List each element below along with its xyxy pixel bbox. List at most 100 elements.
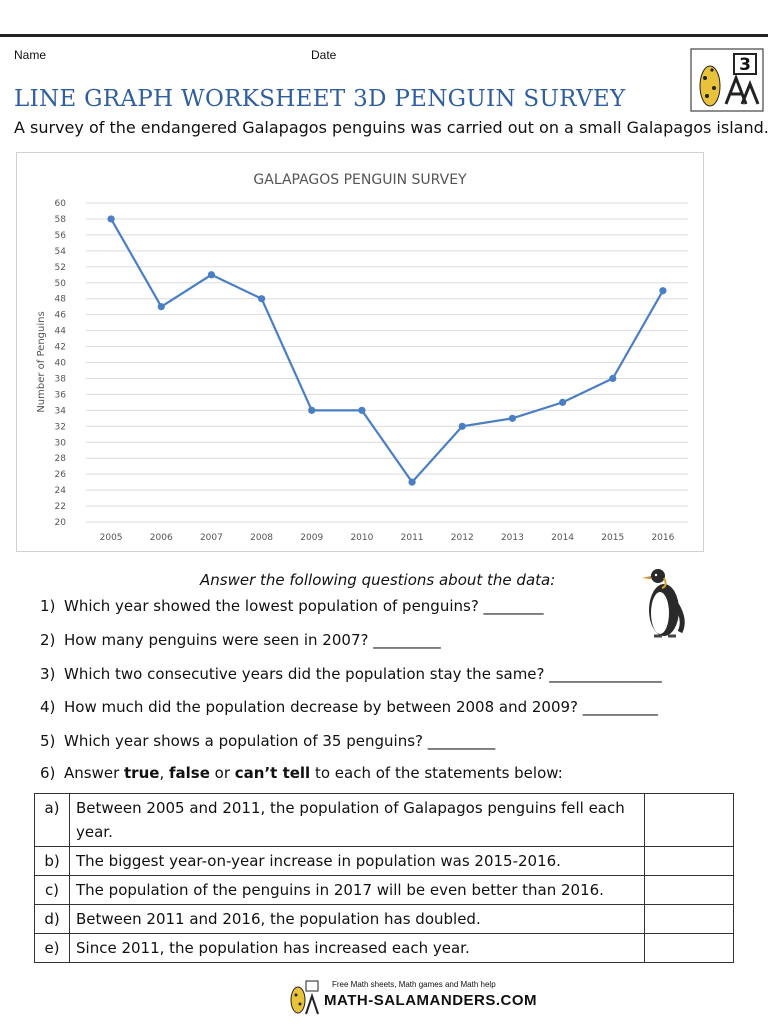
question-2: 2) How many penguins were seen in 2007? _… — [40, 631, 441, 649]
y-tick-label: 26 — [55, 470, 67, 480]
question-1-text: Which year showed the lowest population … — [64, 597, 544, 615]
data-point-2009 — [308, 406, 316, 414]
chart-frame — [16, 152, 704, 552]
data-point-2005 — [107, 215, 115, 223]
x-tick-label: 2010 — [350, 533, 373, 543]
data-point-2016 — [659, 287, 667, 295]
answer-cell[interactable] — [644, 793, 734, 847]
statement-text: The population of the penguins in 2017 w… — [69, 875, 645, 905]
question-4-text: How much did the population decrease by … — [64, 698, 658, 716]
statement-text: The biggest year-on-year increase in pop… — [69, 846, 645, 876]
salamander-logo: 3 — [690, 48, 764, 112]
question-5: 5) Which year shows a population of 35 pe… — [40, 732, 495, 750]
data-point-2015 — [609, 374, 617, 383]
data-point-2012 — [458, 422, 466, 430]
question-2-number: 2) — [40, 631, 56, 649]
data-point-2008 — [257, 295, 266, 303]
statements-table: a) Between 2005 and 2011, the population… — [34, 793, 734, 963]
question-3-number: 3) — [40, 665, 56, 683]
y-tick-label: 28 — [55, 454, 67, 464]
x-tick-label: 2005 — [100, 533, 123, 543]
statement-letter: d) — [34, 904, 70, 934]
y-tick-label: 38 — [55, 374, 67, 384]
q6-mid: or — [209, 764, 235, 782]
y-axis-label: Number of Penguins — [36, 311, 47, 412]
data-point-2010 — [358, 406, 366, 414]
grade-number: 3 — [739, 55, 751, 75]
answer-cell[interactable] — [644, 846, 734, 876]
statement-letter: c) — [34, 875, 70, 905]
answer-cell[interactable] — [644, 875, 734, 905]
y-tick-label: 50 — [55, 279, 67, 289]
question-6: 6) Answer true, false or can’t tell to ea… — [40, 764, 563, 782]
statement-row: e) Since 2011, the population has increa… — [34, 933, 734, 963]
statement-row: a) Between 2005 and 2011, the population… — [34, 793, 734, 847]
y-tick-label: 36 — [55, 390, 67, 400]
data-point-2006 — [157, 303, 165, 311]
footer-tagline: Free Math sheets, Math games and Math he… — [332, 980, 496, 989]
q6-true: true — [124, 764, 160, 782]
x-tick-label: 2014 — [551, 533, 574, 543]
q6-pre: Answer — [64, 764, 125, 782]
y-tick-labels: 20 22 24 26 28 30 32 34 36 38 40 42 44 46 48 50 52 54 56 58… — [55, 199, 67, 528]
y-tick-label: 42 — [55, 343, 66, 353]
y-tick-label: 46 — [55, 311, 67, 321]
x-tick-label: 2006 — [150, 533, 173, 543]
answer-cell[interactable] — [644, 904, 734, 934]
y-tick-label: 20 — [55, 518, 67, 528]
y-tick-label: 58 — [55, 215, 67, 225]
question-5-text: Which year shows a population of 35 peng… — [64, 732, 496, 750]
x-tick-label: 2009 — [300, 533, 323, 543]
x-tick-label: 2012 — [451, 533, 474, 543]
y-tick-label: 32 — [55, 422, 66, 432]
question-4: 4) How much did the population decrease b… — [40, 698, 658, 716]
y-tick-label: 34 — [55, 406, 67, 416]
x-tick-label: 2008 — [250, 533, 273, 543]
footer-site-link[interactable]: MATH-SALAMANDERS.COM — [324, 992, 538, 1009]
q6-post: to each of the statements below: — [310, 764, 563, 782]
y-tick-label: 40 — [55, 359, 67, 369]
y-tick-label: 44 — [55, 327, 67, 337]
question-3-text: Which two consecutive years did the popu… — [64, 665, 662, 683]
x-tick-label: 2011 — [401, 533, 424, 543]
y-tick-label: 48 — [55, 295, 67, 305]
name-label: Name — [14, 48, 47, 62]
y-tick-label: 24 — [55, 486, 67, 496]
statement-letter: e) — [34, 933, 70, 963]
x-tick-label: 2013 — [501, 533, 524, 543]
top-rule — [0, 34, 768, 37]
questions-heading: Answer the following questions about the… — [200, 571, 556, 589]
question-4-number: 4) — [40, 698, 56, 716]
series-line — [110, 218, 664, 484]
q6-sep: , — [159, 764, 169, 782]
footer-logo-icon — [290, 980, 319, 1015]
data-point-2013 — [508, 414, 517, 422]
statement-letter: b) — [34, 846, 70, 876]
statement-text: Between 2011 and 2016, the population ha… — [69, 904, 645, 934]
data-point-2011 — [408, 478, 416, 486]
y-tick-label: 56 — [55, 231, 67, 241]
statement-row: b) The biggest year-on-year increase in … — [34, 846, 734, 876]
penguin-illustration — [636, 566, 692, 640]
q6-false: false — [168, 764, 210, 782]
y-tick-label: 52 — [55, 263, 66, 273]
y-tick-label: 30 — [55, 438, 67, 448]
statement-text: Since 2011, the population has increased… — [69, 933, 645, 963]
chart-title: GALAPAGOS PENGUIN SURVEY — [253, 172, 467, 188]
intro-text: A survey of the endangered Galapagos pen… — [14, 118, 768, 137]
question-1: 1) Which year showed the lowest populatio… — [40, 597, 544, 615]
statement-letter: a) — [34, 793, 70, 847]
question-1-number: 1) — [40, 597, 56, 615]
y-tick-label: 60 — [55, 199, 67, 209]
x-tick-labels: 2005 2006 2007 2008 2009 2010 2011 2012 2013 2014… — [100, 533, 675, 543]
question-2-text: How many penguins were seen in 2007? ___… — [64, 631, 441, 649]
q6-cant-tell: can’t tell — [234, 764, 311, 782]
statement-text: Between 2005 and 2011, the population of… — [69, 793, 645, 847]
data-points — [107, 215, 667, 486]
answer-cell[interactable] — [644, 933, 734, 963]
grid-layer — [86, 202, 688, 523]
question-6-number: 6) — [40, 764, 56, 782]
question-3: 3) Which two consecutive years did the po… — [40, 665, 662, 683]
footer: Free Math sheets, Math games and Math he… — [286, 978, 537, 1018]
data-point-2007 — [207, 271, 216, 279]
